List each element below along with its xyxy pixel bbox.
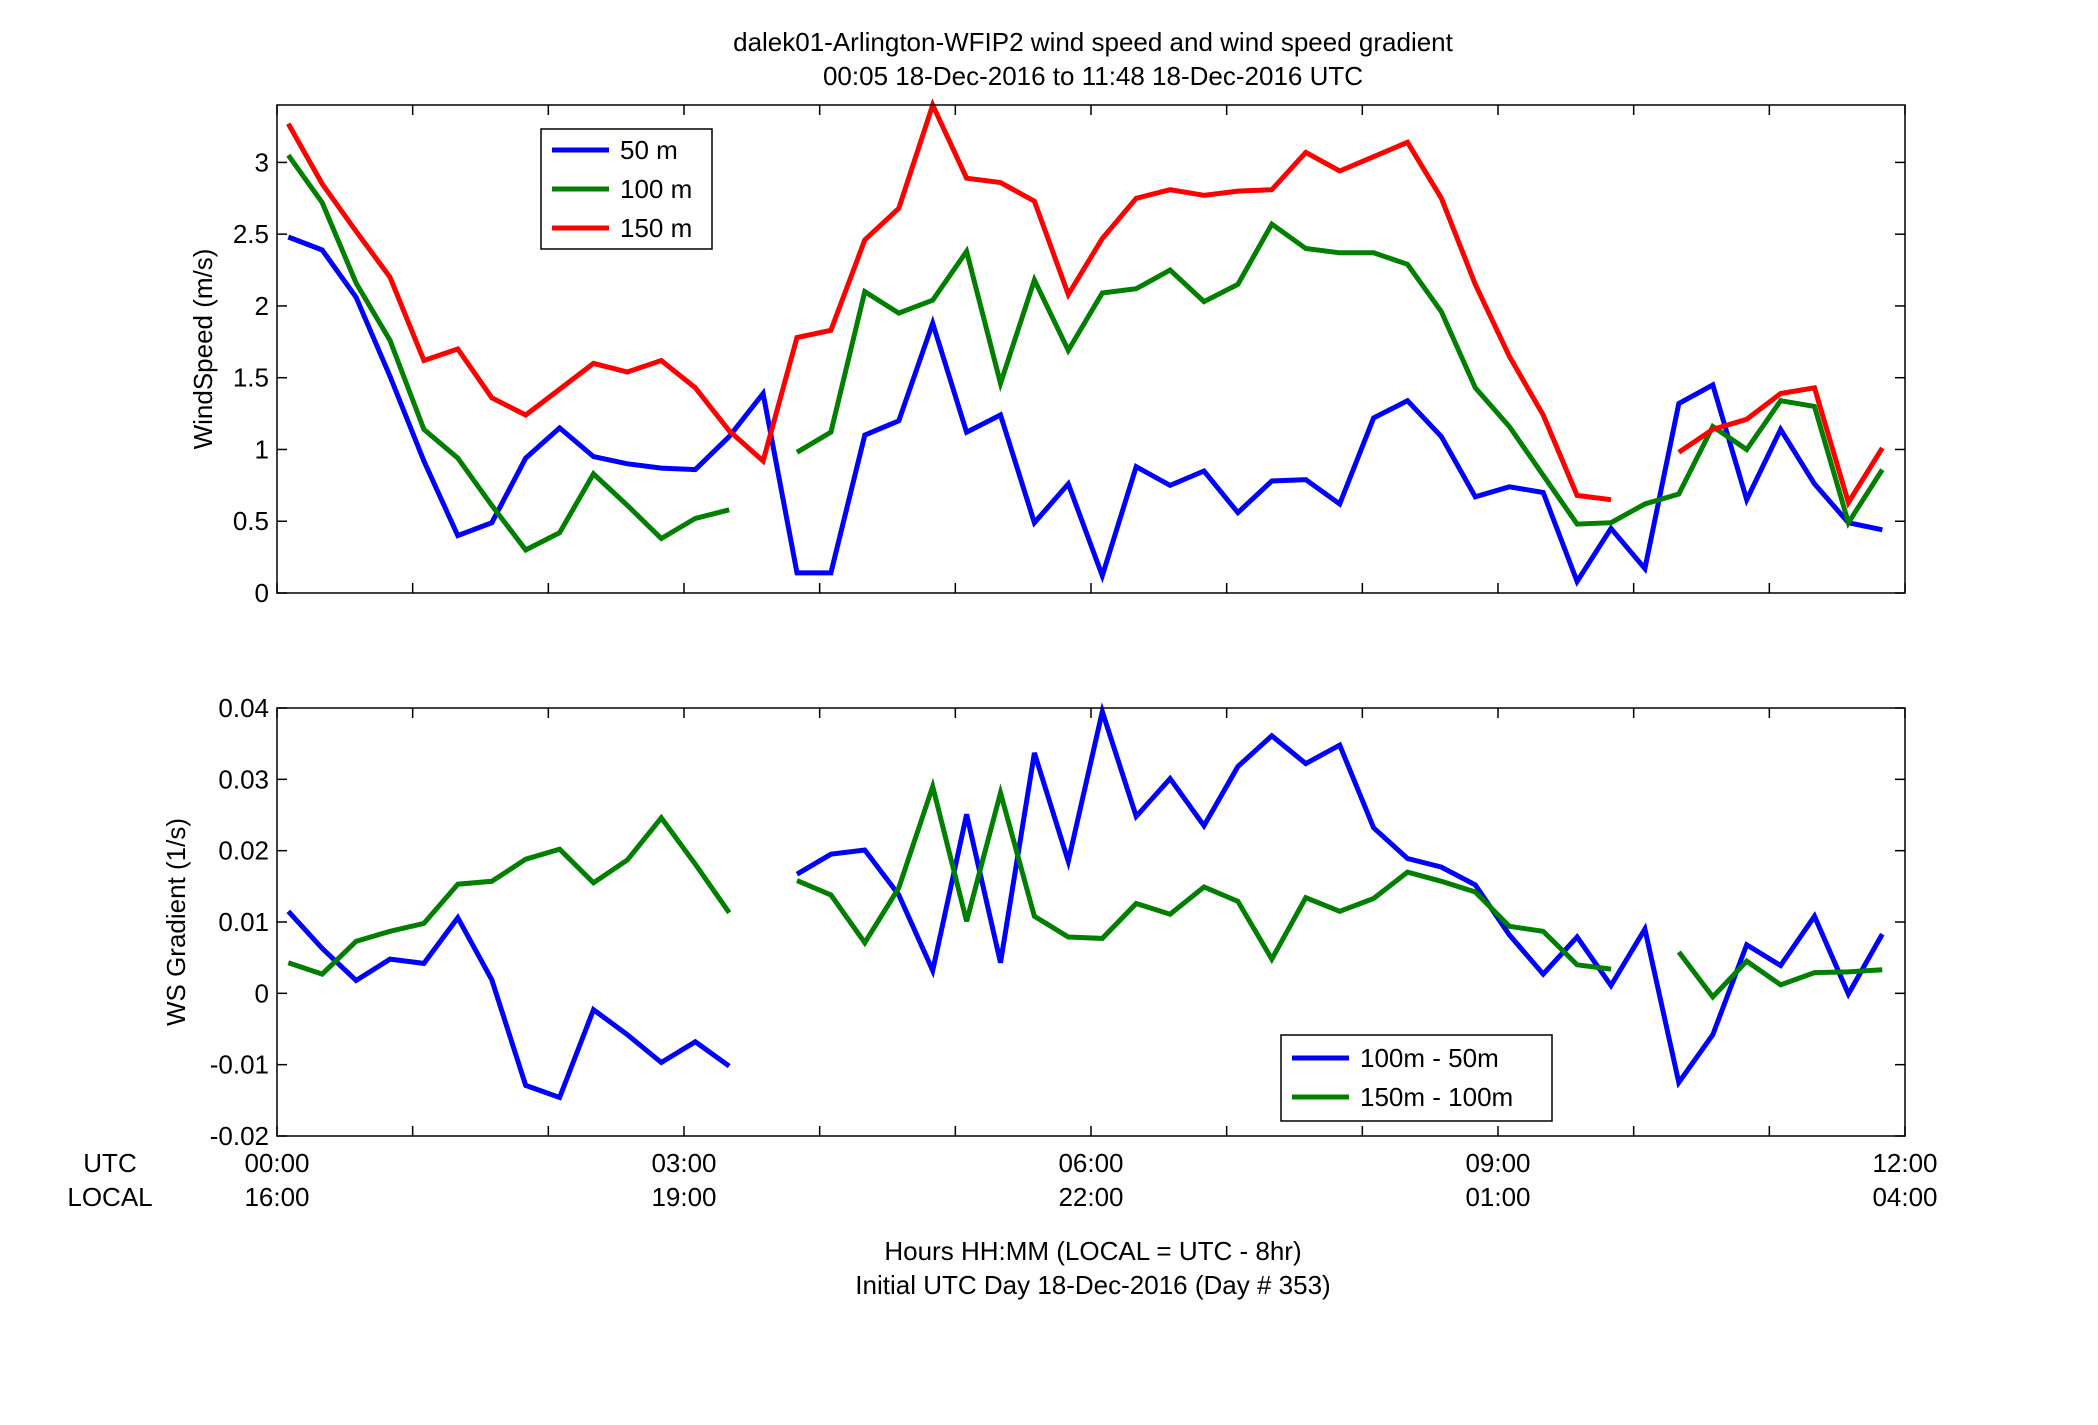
x-tick-label-utc: 12:00 [1872, 1148, 1937, 1178]
x-tick-label-utc: 00:00 [244, 1148, 309, 1178]
windspeed-legend: 50 m 100 m 150 m [540, 128, 713, 250]
windspeed-y-tick-label: 0 [255, 578, 269, 608]
gradient-y-tick-label: 0 [255, 978, 269, 1008]
x-tick-label-utc: 06:00 [1058, 1148, 1123, 1178]
gradient-series-150m-100m [287, 777, 1883, 1001]
legend-label-150m-100m: 150m - 100m [1360, 1082, 1513, 1112]
gradient-legend-box [1280, 1034, 1553, 1122]
x-axis-label-line1: Hours HH:MM (LOCAL = UTC - 8hr) [884, 1236, 1301, 1266]
x-tick-label-utc: 03:00 [651, 1148, 716, 1178]
windspeed-y-tick-label: 3 [255, 147, 269, 177]
windspeed-series-100-m [286, 153, 1885, 554]
legend-label-150m: 150 m [620, 213, 692, 243]
windspeed-y-tick-label: 2.5 [233, 219, 269, 249]
windspeed-ticks: 0 0.5 1 1.5 2 2.5 3 [233, 105, 1906, 608]
windspeed-series-150-m [286, 98, 1885, 509]
gradient-ticks: -0.02 -0.01 0 0.01 0.02 0.03 0.04 [210, 693, 1906, 1151]
gradient-y-tick-label: 0.01 [218, 907, 269, 937]
windspeed-y-tick-label: 1 [255, 434, 269, 464]
gradient-panel: -0.02 -0.01 0 0.01 0.02 0.03 0.04 WS Gradient … [161, 693, 1906, 1151]
x-tick-label-local: 16:00 [244, 1182, 309, 1212]
figure-title-line1: dalek01-Arlington-WFIP2 wind speed and w… [733, 27, 1454, 57]
windspeed-y-tick-label: 0.5 [233, 506, 269, 536]
row-label-utc: UTC [83, 1148, 136, 1178]
gradient-plot-area [286, 702, 1885, 1101]
gradient-legend: 100m - 50m 150m - 100m [1280, 1034, 1553, 1122]
gradient-y-tick-label: -0.02 [210, 1121, 269, 1151]
windspeed-y-label: WindSpeed (m/s) [188, 249, 218, 450]
windspeed-series-50-m [287, 234, 1883, 588]
x-tick-label-local: 19:00 [651, 1182, 716, 1212]
windspeed-panel: 0 0.5 1 1.5 2 2.5 3 WindSpeed (m/s) 50 m 100 m… [188, 98, 1906, 608]
legend-label-100m: 100 m [620, 174, 692, 204]
time-axis-labels: 00:00 16:00 03:00 19:00 06:00 22:00 09:00 01:00… [244, 1148, 1937, 1212]
windspeed-y-tick-label: 2 [255, 291, 269, 321]
legend-label-100m-50m: 100m - 50m [1360, 1043, 1499, 1073]
gradient-y-tick-label: 0.04 [218, 693, 269, 723]
windspeed-plot-area [286, 98, 1885, 588]
row-label-local: LOCAL [67, 1182, 152, 1212]
gradient-y-tick-label: -0.01 [210, 1050, 269, 1080]
x-axis-label-line2: Initial UTC Day 18-Dec-2016 (Day # 353) [855, 1270, 1330, 1300]
gradient-y-label: WS Gradient (1/s) [161, 818, 191, 1026]
windspeed-y-tick-label: 1.5 [233, 363, 269, 393]
gradient-y-tick-label: 0.02 [218, 836, 269, 866]
x-tick-label-utc: 09:00 [1465, 1148, 1530, 1178]
gradient-series-100m-50m [286, 702, 1885, 1101]
x-tick-label-local: 04:00 [1872, 1182, 1937, 1212]
x-tick-label-local: 22:00 [1058, 1182, 1123, 1212]
legend-label-50m: 50 m [620, 135, 678, 165]
x-tick-label-local: 01:00 [1465, 1182, 1530, 1212]
gradient-y-tick-label: 0.03 [218, 764, 269, 794]
figure-title-line2: 00:05 18-Dec-2016 to 11:48 18-Dec-2016 U… [823, 61, 1363, 91]
